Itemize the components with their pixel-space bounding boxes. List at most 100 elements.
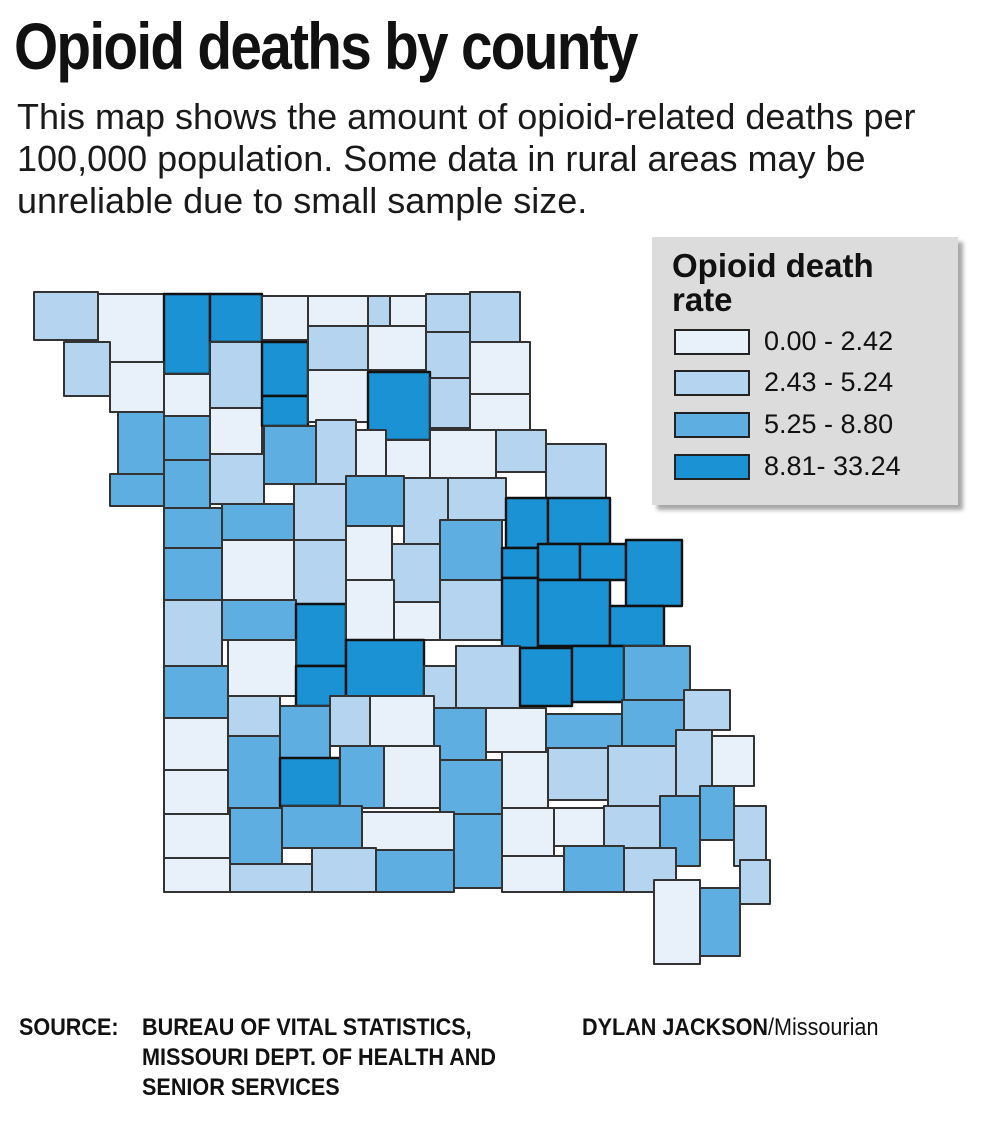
missouri-county-map (33, 291, 771, 965)
county-41 (345, 475, 405, 527)
county-17 (367, 325, 427, 371)
credit-outlet: /Missourian (768, 1014, 879, 1041)
county-9 (425, 293, 471, 333)
county-20 (117, 411, 165, 475)
county-45 (546, 496, 612, 546)
county-27 (469, 393, 531, 431)
county-77 (329, 695, 371, 747)
legend-label-3: 5.25 - 8.80 (764, 409, 894, 439)
county-81 (545, 713, 623, 749)
credit-line: DYLAN JACKSON/Missourian (582, 1013, 878, 1043)
county-82 (621, 699, 685, 753)
county-73 (623, 645, 691, 701)
county-94 (711, 735, 755, 787)
county-8 (389, 295, 427, 327)
county-48 (293, 539, 347, 605)
county-35 (429, 429, 497, 479)
county-30 (209, 453, 265, 505)
county-14 (209, 341, 263, 409)
county-7 (367, 295, 391, 327)
county-26 (429, 377, 471, 429)
county-44 (504, 496, 550, 550)
county-66 (227, 639, 297, 697)
county-106 (163, 857, 231, 893)
county-22 (209, 407, 263, 455)
legend-item-2: 2.43 - 5.24 (674, 367, 954, 400)
county-58 (294, 602, 348, 668)
county-65 (163, 665, 229, 719)
county-43 (447, 477, 507, 521)
county-39 (221, 503, 295, 541)
legend-label-1: 0.00 - 2.42 (764, 326, 894, 356)
county-55 (624, 538, 684, 608)
county-36 (495, 429, 547, 473)
county-4 (208, 292, 264, 344)
legend-item-3: 5.25 - 8.80 (674, 409, 954, 442)
legend-item-1: 0.00 - 2.42 (674, 326, 954, 359)
county-53 (536, 542, 582, 582)
county-18 (425, 331, 471, 379)
county-63 (536, 578, 612, 648)
county-108 (311, 847, 377, 893)
county-83 (683, 689, 731, 731)
county-47 (221, 539, 295, 601)
county-46 (163, 547, 223, 601)
county-101 (553, 807, 605, 847)
county-76 (279, 705, 331, 759)
county-99 (453, 813, 503, 889)
county-104 (699, 785, 735, 841)
county-51 (439, 519, 503, 581)
county-1 (33, 291, 99, 341)
legend: Opioid death rate 0.00 - 2.42 2.43 - 5.2… (652, 237, 958, 505)
county-5 (261, 295, 309, 341)
county-105 (733, 805, 767, 867)
county-19 (469, 341, 531, 395)
county-95 (163, 813, 231, 859)
legend-swatch-2 (674, 370, 750, 396)
county-78 (369, 695, 435, 747)
county-16 (307, 325, 369, 371)
map-subtitle: This map shows the amount of opioid-rela… (17, 96, 916, 221)
legend-label-4: 8.81- 33.24 (764, 451, 901, 481)
county-88 (383, 745, 441, 809)
county-90 (501, 751, 549, 809)
county-54 (578, 542, 628, 582)
county-38 (163, 507, 223, 549)
county-13 (163, 373, 211, 417)
county-52 (500, 546, 540, 580)
source-text: BUREAU OF VITAL STATISTICS, MISSOURI DEP… (142, 1014, 497, 1101)
county-59 (345, 579, 395, 641)
county-68 (344, 638, 426, 704)
legend-item-4: 8.81- 33.24 (674, 451, 954, 484)
county-12 (109, 361, 165, 413)
county-10 (469, 291, 521, 343)
county-34 (385, 439, 431, 481)
county-56 (163, 599, 223, 667)
county-111 (563, 845, 625, 893)
county-49 (345, 525, 393, 581)
legend-swatch-1 (674, 329, 750, 355)
county-109 (375, 849, 455, 893)
county-64 (608, 604, 666, 648)
county-96 (229, 807, 283, 865)
county-98 (361, 811, 455, 851)
legend-label-2: 2.43 - 5.24 (764, 367, 894, 397)
county-6 (307, 295, 369, 327)
county-75 (227, 695, 281, 737)
county-3 (162, 292, 212, 376)
county-74 (163, 717, 229, 771)
county-86 (278, 756, 342, 808)
county-28 (109, 473, 165, 507)
county-70 (455, 645, 521, 709)
county-89 (439, 759, 503, 815)
county-79 (433, 707, 487, 761)
county-62 (500, 576, 540, 650)
county-29 (163, 459, 211, 509)
county-107 (229, 863, 313, 893)
county-102 (603, 805, 661, 849)
legend-title: Opioid death rate (672, 247, 874, 318)
source-label: SOURCE: (19, 1014, 119, 1041)
county-71 (518, 646, 574, 708)
county-61 (439, 579, 503, 641)
county-97 (281, 805, 363, 849)
